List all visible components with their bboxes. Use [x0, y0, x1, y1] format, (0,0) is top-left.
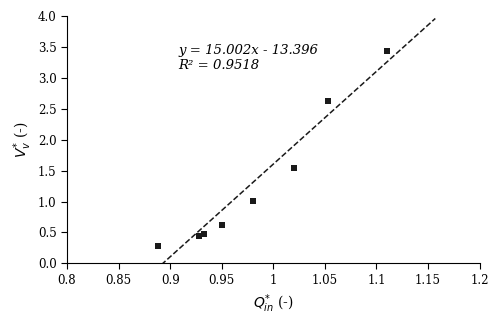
Point — [383, 48, 391, 53]
Point — [290, 166, 298, 171]
Y-axis label: $V_v^{*}$ (-): $V_v^{*}$ (-) — [11, 122, 34, 158]
Point — [248, 198, 256, 203]
Point — [324, 99, 332, 104]
X-axis label: $Q_{in}^{*}$ (-): $Q_{in}^{*}$ (-) — [253, 292, 294, 315]
Point — [154, 244, 162, 249]
Point — [218, 222, 226, 228]
Point — [195, 233, 203, 238]
Point — [200, 232, 208, 237]
Text: y = 15.002x - 13.396
R² = 0.9518: y = 15.002x - 13.396 R² = 0.9518 — [178, 44, 318, 72]
